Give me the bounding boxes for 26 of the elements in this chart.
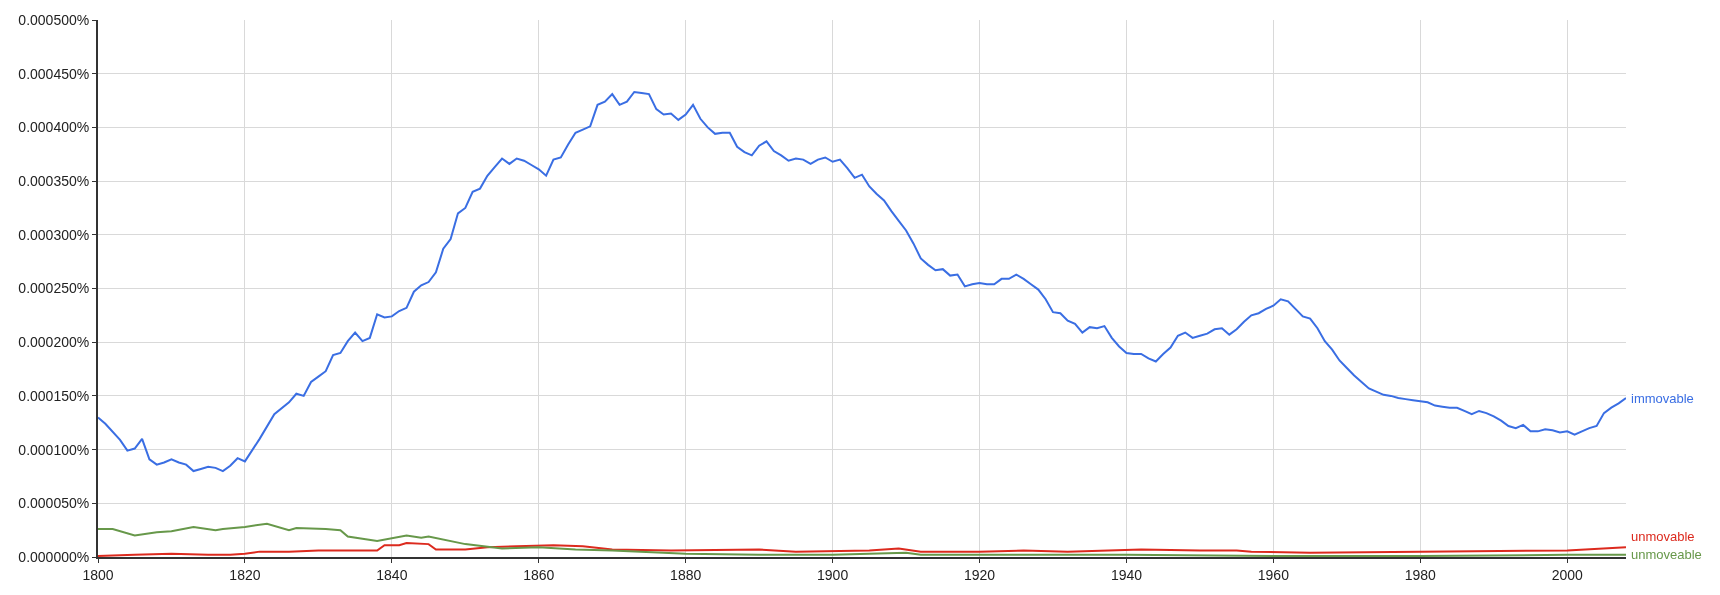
y-tick-label: 0.000000% <box>18 548 90 565</box>
line-series <box>98 90 1626 473</box>
y-tick-label: 0.000400% <box>18 119 90 136</box>
y-tick-label: 0.000100% <box>18 441 90 458</box>
x-tick-label: 1900 <box>817 566 849 583</box>
x-tick-label: 2000 <box>1551 566 1584 583</box>
x-tick-label: 1860 <box>523 566 555 583</box>
y-tick-label: 0.000250% <box>18 280 90 297</box>
x-tick-label: 1800 <box>82 566 114 583</box>
series-label: immovable <box>1631 391 1694 406</box>
x-tick-label: 1920 <box>963 566 996 583</box>
x-tick-label: 1840 <box>376 566 408 583</box>
x-tick-label: 1820 <box>229 566 261 583</box>
x-tick-label: 1940 <box>1110 566 1143 583</box>
series-label: unmoveable <box>1631 547 1702 562</box>
x-tick-label: 1880 <box>670 566 702 583</box>
y-tick-label: 0.000350% <box>18 173 90 189</box>
y-tick-label: 0.000300% <box>18 226 90 243</box>
y-tick-label: 0.000150% <box>18 387 90 404</box>
y-tick-label: 0.000500% <box>18 11 90 28</box>
y-tick-label: 0.000050% <box>18 495 90 512</box>
y-tick-label: 0.000200% <box>18 334 90 351</box>
series-label: unmovable <box>1631 529 1695 544</box>
x-tick-label: 1980 <box>1404 566 1437 583</box>
x-tick-label: 1960 <box>1257 566 1290 583</box>
y-tick-label: 0.000450% <box>18 65 90 82</box>
